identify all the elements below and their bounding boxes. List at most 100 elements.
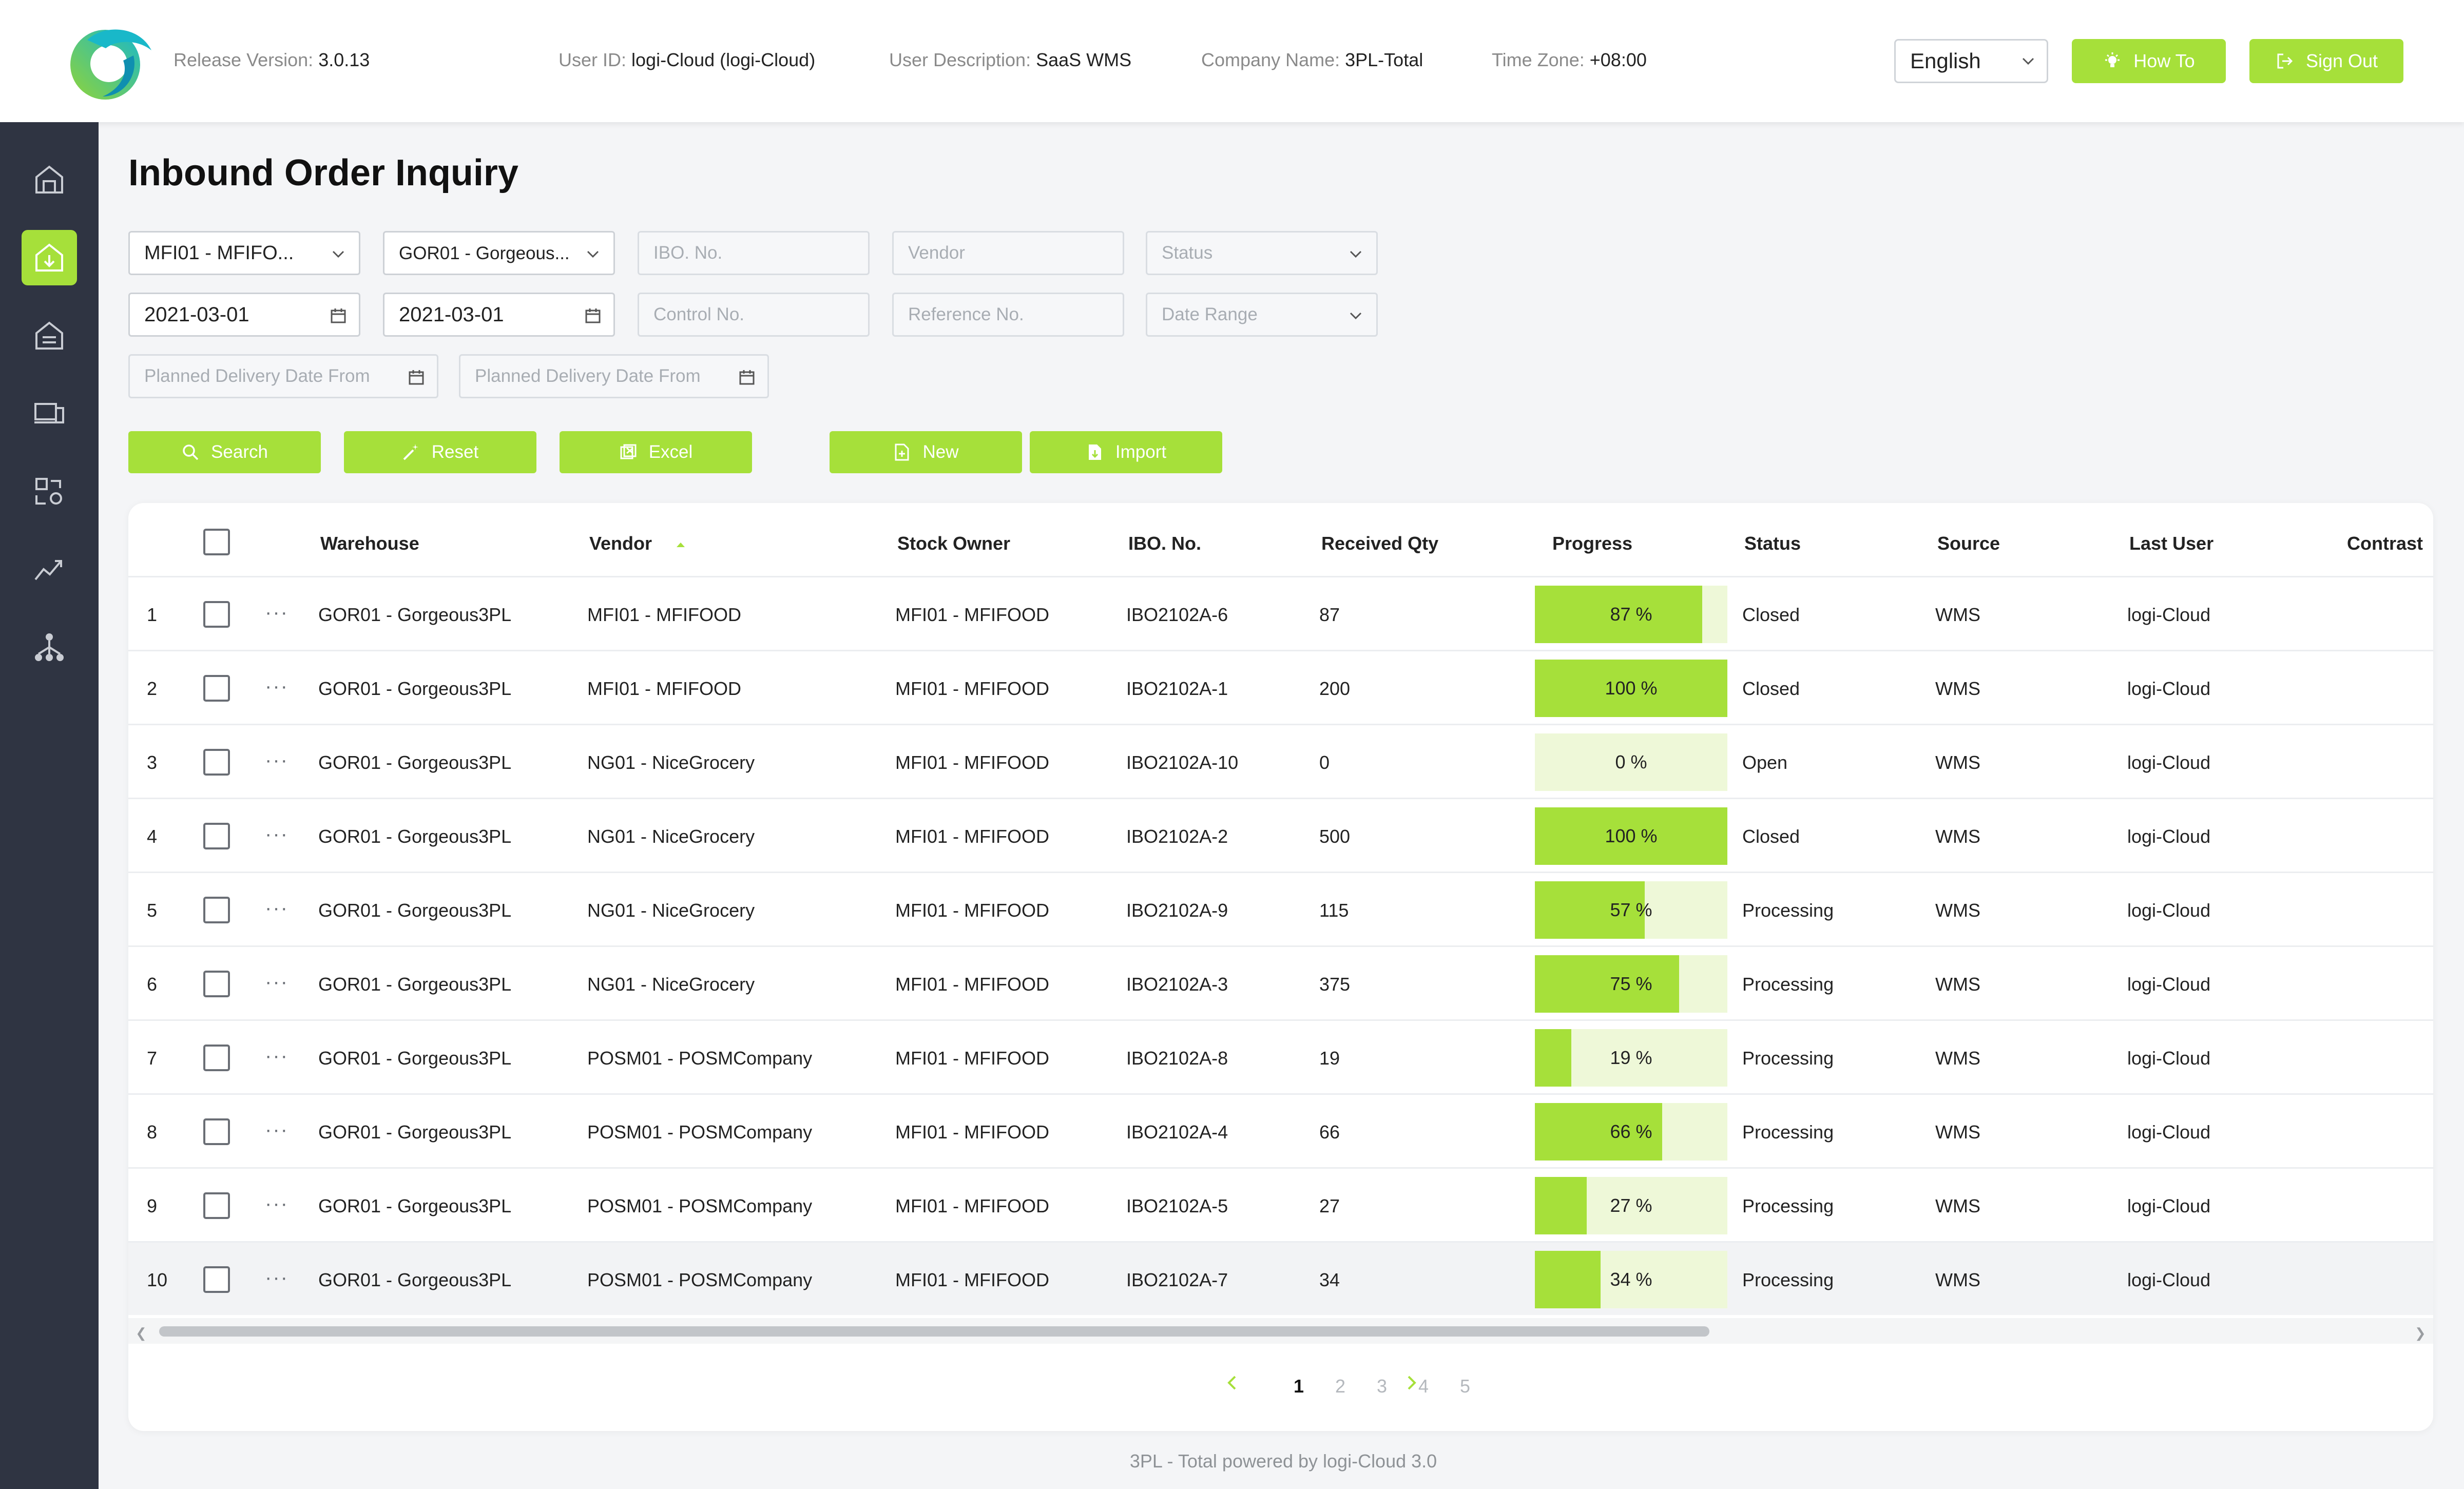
row-checkbox[interactable] xyxy=(203,601,230,628)
user-id: User ID: logi-Cloud (logi-Cloud) xyxy=(559,49,815,71)
row-checkbox[interactable] xyxy=(203,823,230,849)
cell-ibo-no[interactable]: IBO2102A-8 xyxy=(1126,1048,1228,1069)
cell-warehouse: GOR01 - Gorgeous3PL xyxy=(318,1195,512,1216)
page-number-4[interactable]: 4 xyxy=(1418,1376,1429,1397)
date-range-select[interactable]: Date Range xyxy=(1146,293,1378,337)
row-more-actions-icon[interactable]: ··· xyxy=(265,1045,288,1067)
row-checkbox[interactable] xyxy=(203,897,230,923)
row-checkbox[interactable] xyxy=(203,971,230,997)
row-more-actions-icon[interactable]: ··· xyxy=(265,971,288,993)
previous-page-button[interactable] xyxy=(1225,1374,1240,1397)
cell-ibo-no[interactable]: IBO2102A-9 xyxy=(1126,900,1228,921)
sign-out-button[interactable]: Sign Out xyxy=(2249,39,2403,83)
cell-ibo-no[interactable]: IBO2102A-3 xyxy=(1126,974,1228,995)
table-row[interactable]: 5 ··· GOR01 - Gorgeous3PL NG01 - NiceGrocer… xyxy=(128,872,2433,945)
how-to-button[interactable]: How To xyxy=(2072,39,2226,83)
column-header-progress[interactable]: Progress xyxy=(1552,533,1633,554)
row-checkbox[interactable] xyxy=(203,1045,230,1071)
owner-select[interactable]: MFI01 - MFIFO... xyxy=(128,231,360,275)
column-header-source[interactable]: Source xyxy=(1937,533,2000,554)
reference-no-input[interactable]: Reference No. xyxy=(892,293,1124,337)
page-number-3[interactable]: 3 xyxy=(1377,1376,1388,1397)
cell-ibo-no[interactable]: IBO2102A-2 xyxy=(1126,826,1228,847)
cell-ibo-no[interactable]: IBO2102A-7 xyxy=(1126,1269,1228,1290)
next-page-button[interactable] xyxy=(1403,1374,1419,1397)
new-button[interactable]: New xyxy=(830,431,1022,473)
table-row[interactable]: 7 ··· GOR01 - Gorgeous3PL POSM01 - POSMComp… xyxy=(128,1019,2433,1093)
row-more-actions-icon[interactable]: ··· xyxy=(265,675,288,698)
sidebar-item-transfer[interactable] xyxy=(22,464,77,519)
status-select[interactable]: Status xyxy=(1146,231,1378,275)
scroll-right-arrow-icon[interactable]: ❯ xyxy=(2415,1325,2426,1341)
table-row[interactable]: 2 ··· GOR01 - Gorgeous3PL MFI01 - MFIFOOD MF… xyxy=(128,650,2433,724)
sidebar-item-hierarchy[interactable] xyxy=(22,620,77,675)
cell-ibo-no[interactable]: IBO2102A-4 xyxy=(1126,1121,1228,1143)
row-more-actions-icon[interactable]: ··· xyxy=(265,601,288,624)
cell-warehouse: GOR01 - Gorgeous3PL xyxy=(318,604,512,625)
select-all-checkbox[interactable] xyxy=(203,529,230,555)
table-row[interactable]: 10 ··· GOR01 - Gorgeous3PL POSM01 - POSMCom… xyxy=(128,1241,2433,1315)
vendor-input[interactable]: Vendor xyxy=(892,231,1124,275)
language-select[interactable]: English xyxy=(1894,39,2048,83)
reset-button[interactable]: Reset xyxy=(344,431,536,473)
progress-label: 75 % xyxy=(1610,973,1652,994)
table-row[interactable]: 9 ··· GOR01 - Gorgeous3PL POSM01 - POSMComp… xyxy=(128,1167,2433,1241)
excel-button[interactable]: Excel xyxy=(560,431,752,473)
import-button[interactable]: Import xyxy=(1030,431,1222,473)
progress-bar-fill xyxy=(1535,1177,1587,1234)
table-row[interactable]: 8 ··· GOR01 - Gorgeous3PL POSM01 - POSMComp… xyxy=(128,1093,2433,1167)
column-header-warehouse[interactable]: Warehouse xyxy=(320,533,419,554)
cell-ibo-no[interactable]: IBO2102A-6 xyxy=(1126,604,1228,625)
sign-out-label: Sign Out xyxy=(2305,50,2378,71)
row-checkbox[interactable] xyxy=(203,1266,230,1293)
cell-ibo-no[interactable]: IBO2102A-1 xyxy=(1126,678,1228,699)
page-number-2[interactable]: 2 xyxy=(1335,1376,1346,1397)
column-header-contrast[interactable]: Contrast xyxy=(2347,533,2423,554)
row-more-actions-icon[interactable]: ··· xyxy=(265,1192,288,1215)
warehouse-select[interactable]: GOR01 - Gorgeous... xyxy=(383,231,615,275)
sidebar-item-inbound[interactable] xyxy=(22,230,77,285)
ibo-no-input[interactable]: IBO. No. xyxy=(638,231,870,275)
horizontal-scrollbar[interactable]: ❮ ❯ xyxy=(128,1318,2433,1344)
scrollbar-thumb[interactable] xyxy=(159,1326,1709,1337)
table-row[interactable]: 4 ··· GOR01 - Gorgeous3PL NG01 - NiceGrocer… xyxy=(128,798,2433,872)
cell-vendor: POSM01 - POSMCompany xyxy=(587,1121,813,1143)
search-button[interactable]: Search xyxy=(128,431,321,473)
sidebar-item-analytics[interactable] xyxy=(22,542,77,597)
date-to-value: 2021-03-01 xyxy=(399,303,504,326)
planned-delivery-from-input[interactable]: Planned Delivery Date From xyxy=(128,354,438,398)
planned-delivery-to-input[interactable]: Planned Delivery Date From xyxy=(459,354,769,398)
table-row[interactable]: 1 ··· GOR01 - Gorgeous3PL MFI01 - MFIFOOD MF… xyxy=(128,576,2433,650)
table-row[interactable]: 6 ··· GOR01 - Gorgeous3PL NG01 - NiceGrocer… xyxy=(128,945,2433,1019)
sidebar-item-outbound[interactable] xyxy=(22,308,77,363)
cell-stock-owner: MFI01 - MFIFOOD xyxy=(895,1048,1049,1069)
sidebar-item-devices[interactable] xyxy=(22,386,77,441)
column-header-last-user[interactable]: Last User xyxy=(2129,533,2214,554)
table-row[interactable]: 3 ··· GOR01 - Gorgeous3PL NG01 - NiceGrocer… xyxy=(128,724,2433,798)
row-more-actions-icon[interactable]: ··· xyxy=(265,897,288,919)
cell-ibo-no[interactable]: IBO2102A-5 xyxy=(1126,1195,1228,1216)
owner-select-value: MFI01 - MFIFO... xyxy=(144,242,294,264)
column-header-vendor[interactable]: Vendor xyxy=(589,533,686,554)
row-more-actions-icon[interactable]: ··· xyxy=(265,1266,288,1289)
row-more-actions-icon[interactable]: ··· xyxy=(265,823,288,845)
cell-ibo-no[interactable]: IBO2102A-10 xyxy=(1126,752,1239,773)
date-from-input[interactable]: 2021-03-01 xyxy=(128,293,360,337)
row-more-actions-icon[interactable]: ··· xyxy=(265,1118,288,1141)
page-number-5[interactable]: 5 xyxy=(1460,1376,1471,1397)
control-no-input[interactable]: Control No. xyxy=(638,293,870,337)
progress-bar-fill xyxy=(1535,660,1727,717)
row-more-actions-icon[interactable]: ··· xyxy=(265,749,288,771)
row-checkbox[interactable] xyxy=(203,1192,230,1219)
sidebar-item-home[interactable] xyxy=(22,152,77,207)
page-number-1[interactable]: 1 xyxy=(1294,1376,1304,1397)
row-checkbox[interactable] xyxy=(203,675,230,702)
column-header-stock-owner[interactable]: Stock Owner xyxy=(897,533,1011,554)
column-header-status[interactable]: Status xyxy=(1744,533,1801,554)
column-header-ibo-no[interactable]: IBO. No. xyxy=(1128,533,1201,554)
column-header-received-qty[interactable]: Received Qty xyxy=(1321,533,1439,554)
date-to-input[interactable]: 2021-03-01 xyxy=(383,293,615,337)
scroll-left-arrow-icon[interactable]: ❮ xyxy=(136,1325,147,1341)
row-checkbox[interactable] xyxy=(203,749,230,776)
row-checkbox[interactable] xyxy=(203,1118,230,1145)
